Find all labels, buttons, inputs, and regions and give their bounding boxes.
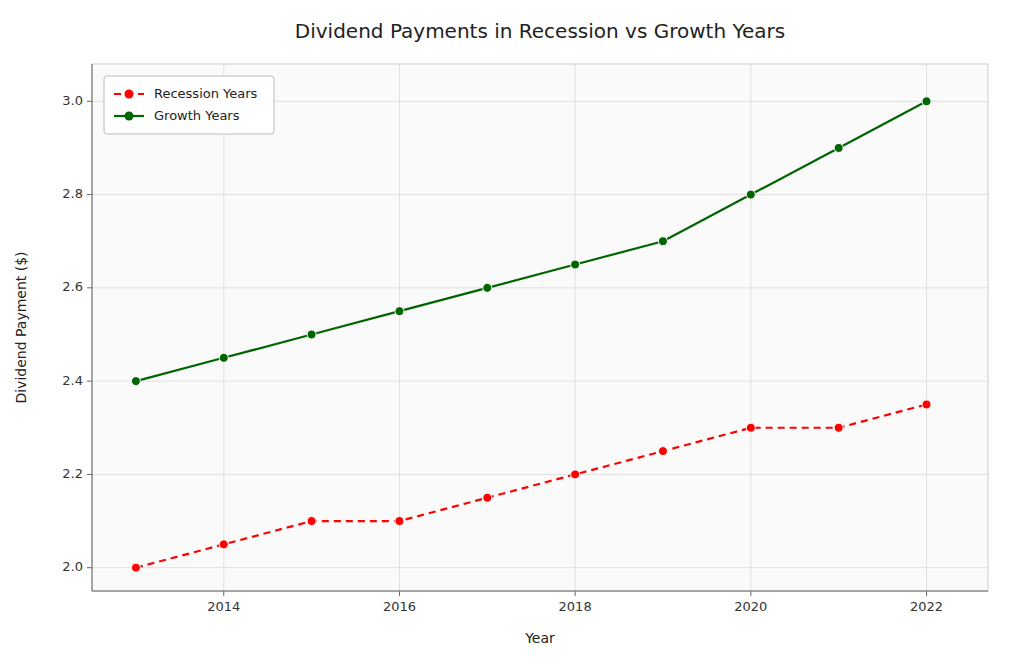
grid-line-x (750, 64, 751, 591)
legend-marker (125, 90, 134, 99)
data-point (307, 517, 316, 526)
x-axis-label: Year (524, 630, 555, 646)
data-point (219, 540, 228, 549)
grid-line-x (575, 64, 576, 591)
data-point (658, 447, 667, 456)
data-point (483, 283, 492, 292)
data-point (922, 97, 931, 106)
tick-x (399, 591, 400, 596)
tick-label-y: 2.0 (62, 559, 83, 574)
data-point (307, 330, 316, 339)
title: Dividend Payments in Recession vs Growth… (295, 19, 785, 43)
tick-x (750, 591, 751, 596)
grid-line-x (399, 64, 400, 591)
tick-y (87, 194, 92, 195)
tick-y (87, 287, 92, 288)
tick-label-y: 3.0 (62, 93, 83, 108)
data-point (571, 470, 580, 479)
grid-line-x (926, 64, 927, 591)
chart: 2.0 2.2 2.4 2.6 2.8 3.0 2014 2016 2018 2020 2022 Di… (0, 0, 1024, 665)
legend-marker (125, 112, 134, 121)
data-point (746, 423, 755, 432)
tick-label-y: 2.8 (62, 186, 83, 201)
background (0, 0, 1024, 665)
legend: Recession Years Growth Years (104, 76, 274, 134)
data-point (483, 493, 492, 502)
grid-line-y (92, 194, 988, 195)
data-point (131, 377, 140, 386)
y-axis-line (92, 64, 93, 591)
tick-y (87, 567, 92, 568)
tick-label-x: 2018 (559, 599, 592, 614)
tick-label-y: 2.6 (62, 279, 83, 294)
tick-label-x: 2022 (910, 599, 943, 614)
legend-label: Recession Years (154, 86, 258, 101)
tick-x (223, 591, 224, 596)
data-point (658, 237, 667, 246)
data-point (834, 143, 843, 152)
tick-label-x: 2020 (734, 599, 767, 614)
series-line (136, 101, 927, 381)
legend-label: Growth Years (154, 108, 240, 123)
tick-label-y: 2.2 (62, 466, 83, 481)
data-point (131, 563, 140, 572)
tick-y (87, 381, 92, 382)
data-point (746, 190, 755, 199)
series-group (131, 97, 931, 572)
grid-line-x (223, 64, 224, 591)
tick-label-x: 2014 (207, 599, 240, 614)
tick-label-y: 2.4 (62, 373, 83, 388)
tick-x (926, 591, 927, 596)
grid-line-y (92, 567, 988, 568)
data-point (922, 400, 931, 409)
grid-line-y (92, 381, 988, 382)
plot-frame (92, 64, 988, 591)
data-point (395, 517, 404, 526)
tick-label-x: 2016 (383, 599, 416, 614)
data-point (834, 423, 843, 432)
y-axis-label: Dividend Payment ($) (13, 251, 29, 403)
series-line (136, 404, 927, 567)
grid (92, 64, 988, 591)
tick-y (87, 474, 92, 475)
data-point (219, 353, 228, 362)
axes: 2.0 2.2 2.4 2.6 2.8 3.0 2014 2016 2018 2020 2022 (62, 64, 988, 614)
tick-x (575, 591, 576, 596)
tick-y (87, 101, 92, 102)
data-point (571, 260, 580, 269)
grid-line-y (92, 474, 988, 475)
data-point (395, 307, 404, 316)
x-axis-line (92, 591, 988, 592)
legend-box (104, 76, 274, 134)
grid-line-y (92, 287, 988, 288)
